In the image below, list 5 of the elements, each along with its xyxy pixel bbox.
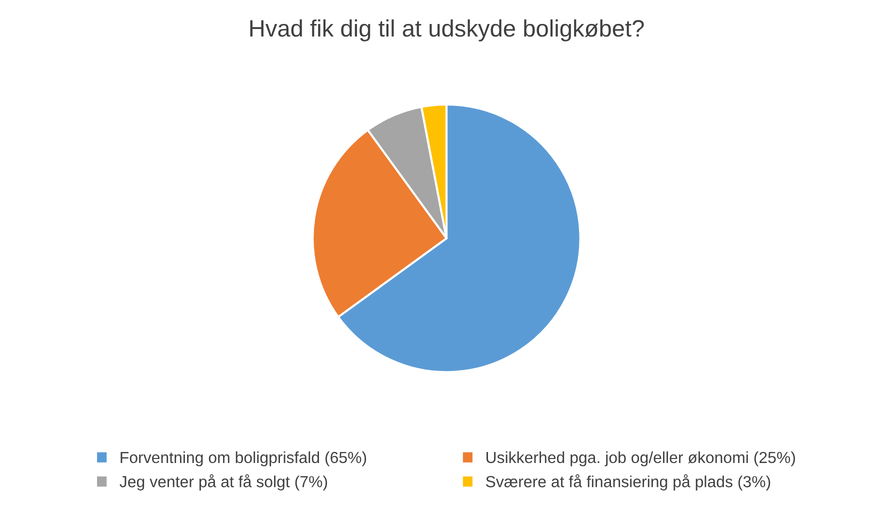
legend-label: Sværere at få finansiering på plads (3%) bbox=[486, 474, 770, 490]
legend-label: Forventning om boligprisfald (65%) bbox=[120, 451, 366, 466]
legend-label: Usikkerhed pga. job og/eller økonomi (25%) bbox=[486, 451, 795, 466]
chart-title: Hvad fik dig til at udskyde boligkøbet? bbox=[250, 19, 644, 42]
legend-label: Jeg venter på at få solgt (7%) bbox=[120, 474, 328, 490]
